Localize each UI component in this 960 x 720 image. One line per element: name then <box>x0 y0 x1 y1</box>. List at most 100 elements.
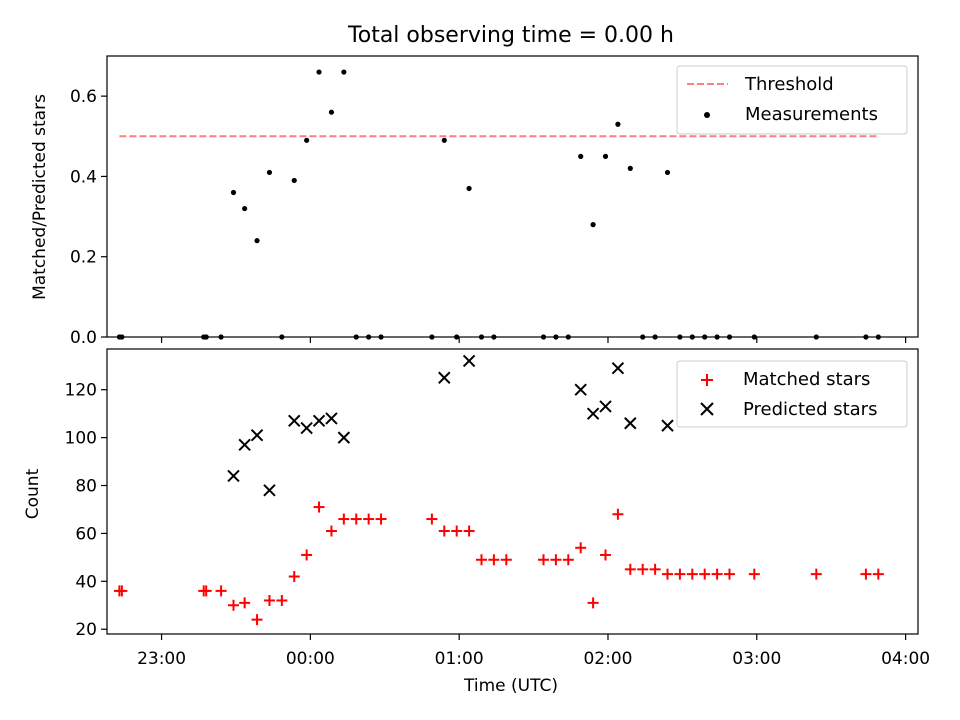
measurement-point <box>316 69 322 75</box>
measurement-point <box>341 69 347 75</box>
matched-star-point <box>215 585 227 597</box>
x-tick-label: 01:00 <box>435 649 484 669</box>
bottom-legend: Matched stars Predicted stars <box>676 360 908 428</box>
matched-star-point <box>637 563 649 575</box>
predicted-star-point <box>611 361 625 375</box>
predicted-star-point <box>288 414 301 428</box>
matched-star-point <box>227 599 239 611</box>
matched-star-point <box>276 594 288 606</box>
matched-star-point <box>612 508 624 520</box>
matched-star-point <box>686 568 698 580</box>
measurement-point <box>230 189 237 196</box>
matched-star-point <box>350 513 362 525</box>
predicted-star-stroke-b <box>312 414 326 428</box>
legend-matched-swatch <box>701 374 713 386</box>
matched-star-point <box>375 513 387 525</box>
predicted-star-stroke-b <box>611 361 625 375</box>
predicted-star-point <box>312 414 326 428</box>
legend-predicted-label: Predicted stars <box>743 399 877 420</box>
matched-star-point <box>451 525 463 537</box>
matched-star-point <box>575 542 587 554</box>
measurement-point <box>602 153 609 159</box>
predicted-star-stroke-b <box>438 371 451 384</box>
predicted-star-point <box>438 371 451 384</box>
matched-star-point <box>587 597 599 609</box>
matched-star-point <box>649 563 661 575</box>
top-legend: Threshold Measurements <box>676 65 908 135</box>
top-y-ticks: 0.0 0.2 0.4 0.6 <box>70 87 107 348</box>
measurement-point <box>664 169 671 176</box>
matched-star-point <box>426 513 438 525</box>
matched-star-point <box>724 568 736 580</box>
legend-measurements-swatch <box>704 112 710 118</box>
matched-star-point <box>600 549 612 561</box>
matched-star-point <box>251 614 263 626</box>
top-y-tick-label: 0.6 <box>70 87 97 107</box>
predicted-star-stroke-b <box>288 414 301 428</box>
matched-star-point <box>562 554 574 566</box>
bottom-y-tick-label: 60 <box>75 524 97 544</box>
predicted-star-stroke-b <box>624 417 637 430</box>
predicted-star-point <box>462 354 476 368</box>
x-tick-label: 04:00 <box>881 649 930 669</box>
top-x-ticks <box>160 337 907 343</box>
chart-title: Total observing time = 0.00 h <box>347 23 674 48</box>
x-tick-label: 00:00 <box>286 649 335 669</box>
predicted-star-point <box>661 419 674 432</box>
matched-star-point <box>239 597 251 609</box>
bottom-x-ticks: 23:00 00:00 01:00 02:00 03:00 04:00 <box>137 634 930 669</box>
matched-star-point <box>325 525 337 537</box>
bottom-y-tick-label: 20 <box>75 620 97 640</box>
predicted-star-point <box>238 438 251 452</box>
predicted-star-point <box>337 431 351 444</box>
matched-star-point <box>463 525 475 537</box>
matched-star-point <box>500 554 512 566</box>
x-tick-label: 03:00 <box>732 649 781 669</box>
matched-star-point <box>301 549 313 561</box>
matched-star-point <box>363 513 375 525</box>
predicted-star-stroke-b <box>337 431 351 444</box>
top-y-tick-label: 0.4 <box>70 167 97 187</box>
bottom-y-ticks: 20 40 60 80 100 120 <box>65 381 107 640</box>
matched-star-point <box>438 525 450 537</box>
predicted-star-stroke-b <box>263 484 276 497</box>
bottom-panel: 20 40 60 80 100 120 23:00 00:00 01:00 02:00 03:00… <box>23 348 930 696</box>
legend-threshold-label: Threshold <box>744 74 834 95</box>
matched-star-point <box>488 554 500 566</box>
measurement-point <box>627 165 633 171</box>
matched-star-point <box>288 571 300 583</box>
top-panel: 0.0 0.2 0.4 0.6 Matched/Predicted stars Thr… <box>30 55 919 348</box>
bottom-y-tick-label: 100 <box>65 429 97 449</box>
matched-star-point <box>674 568 686 580</box>
measurement-point <box>291 177 297 184</box>
legend-measurements-label: Measurements <box>745 104 878 125</box>
matched-star-point <box>550 554 562 566</box>
predicted-star-stroke-b <box>325 412 338 425</box>
predicted-star-stroke-b <box>250 429 264 442</box>
measurement-point <box>441 137 447 143</box>
matched-star-point <box>872 568 884 580</box>
x-tick-label: 02:00 <box>583 649 632 669</box>
predicted-star-point <box>599 400 612 413</box>
predicted-star-point <box>586 407 600 420</box>
predicted-star-point <box>250 429 264 442</box>
predicted-star-point <box>624 417 637 430</box>
top-legend-box <box>676 65 908 135</box>
matched-star-point <box>711 568 723 580</box>
matched-star-point <box>475 554 487 566</box>
bottom-y-axis-label: Count <box>23 468 43 519</box>
bottom-legend-box <box>676 360 908 428</box>
predicted-star-stroke-b <box>462 354 476 368</box>
predicted-star-stroke-b <box>300 421 313 435</box>
x-axis-label: Time (UTC) <box>463 676 558 696</box>
bottom-y-tick-label: 40 <box>75 572 97 592</box>
measurement-point <box>266 169 273 176</box>
predicted-star-stroke-b <box>227 469 240 483</box>
measurement-point <box>254 238 260 244</box>
legend-predicted-swatch <box>700 402 714 416</box>
matched-star-point <box>860 568 872 580</box>
top-y-tick-label: 0.0 <box>70 328 97 348</box>
matched-star-point <box>662 568 674 580</box>
top-marks <box>116 69 881 340</box>
